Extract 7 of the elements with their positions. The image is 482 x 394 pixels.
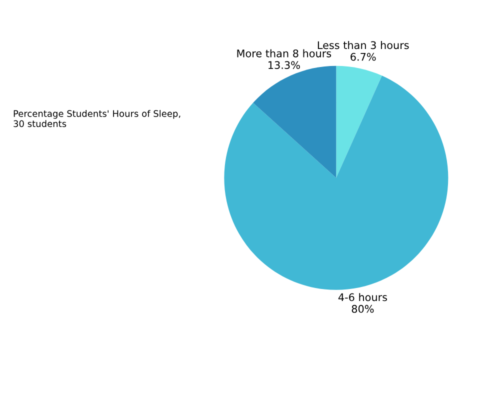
data-label: 13.3% [268, 61, 300, 70]
data-label: 80% [352, 304, 374, 313]
data-label: 6.7% [350, 52, 376, 61]
slice-label: Less than 3 hours [318, 41, 409, 50]
slice-label: 4-6 hours [338, 293, 388, 302]
slice-label: More than 8 hours [237, 49, 332, 58]
text: Percentage Students' Hours of Sleep, 30 students [14, 110, 180, 128]
